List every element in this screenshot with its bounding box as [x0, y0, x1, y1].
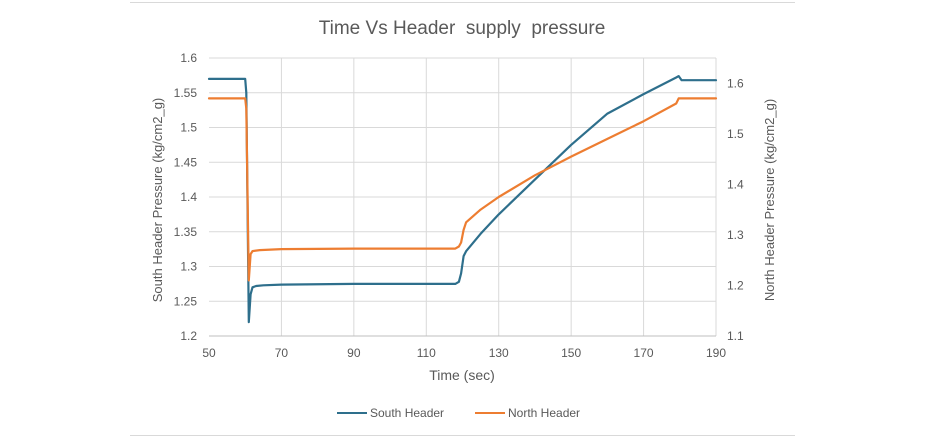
x-tick-label: 50 — [202, 346, 216, 360]
x-tick-label: 190 — [706, 346, 726, 360]
y-right-tick-label: 1.3 — [727, 228, 744, 242]
y-left-tick-label: 1.5 — [180, 121, 197, 135]
x-tick-label: 90 — [347, 346, 361, 360]
legend: South Header North Header — [337, 406, 580, 420]
y-right-tick-labels: 1.1 1.2 1.3 1.4 1.5 1.6 — [727, 76, 744, 343]
x-tick-label: 150 — [561, 346, 581, 360]
x-tick-label: 170 — [634, 346, 654, 360]
y-left-tick-label: 1.35 — [174, 225, 198, 239]
y-right-tick-label: 1.1 — [727, 329, 744, 343]
y-right-tick-label: 1.6 — [727, 76, 744, 90]
chart-title: Time Vs Header supply pressure — [319, 18, 606, 39]
y-left-tick-label: 1.45 — [174, 155, 198, 169]
y-right-tick-label: 1.2 — [727, 278, 744, 292]
x-tick-label: 70 — [275, 346, 289, 360]
gridlines — [209, 57, 717, 336]
y-left-tick-label: 1.4 — [180, 190, 197, 204]
y-left-axis-label: South Header Pressure (kg/cm2_g) — [150, 98, 165, 302]
y-left-tick-label: 1.2 — [180, 329, 197, 343]
series-line-north-header — [207, 97, 718, 282]
series-line-south-header — [207, 74, 718, 324]
series-lines — [207, 74, 718, 324]
y-right-tick-label: 1.5 — [727, 127, 744, 141]
y-left-tick-label: 1.55 — [174, 86, 198, 100]
legend-label-north: North Header — [508, 406, 580, 420]
x-tick-label: 110 — [417, 346, 436, 360]
x-tick-labels: 50 70 90 110 130 150 170 190 — [202, 346, 726, 360]
y-left-tick-labels: 1.2 1.25 1.3 1.35 1.4 1.45 1.5 1.55 1.6 — [174, 51, 198, 343]
y-left-tick-label: 1.6 — [180, 51, 197, 65]
y-left-tick-label: 1.3 — [180, 260, 197, 274]
y-left-tick-label: 1.25 — [174, 294, 198, 308]
legend-label-south: South Header — [370, 406, 444, 420]
y-right-axis-label: North Header Pressure (kg/cm2_g) — [762, 99, 777, 301]
top-border-line — [130, 2, 795, 3]
bottom-border-line — [130, 435, 795, 436]
x-tick-label: 130 — [489, 346, 509, 360]
y-right-tick-label: 1.4 — [727, 177, 744, 191]
x-axis-label: Time (sec) — [429, 367, 495, 383]
